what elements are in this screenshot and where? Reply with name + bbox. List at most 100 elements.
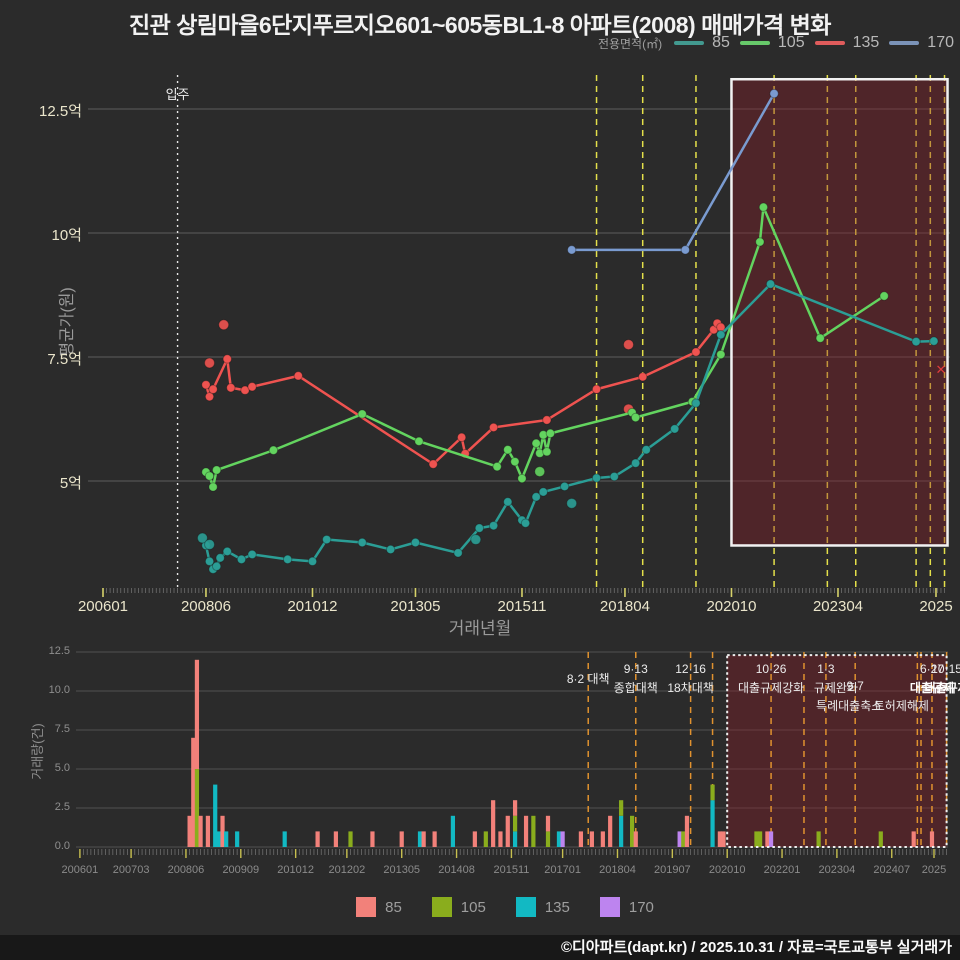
volume-xtick-201012: 201012 (277, 864, 315, 876)
volume-bar-2016-03-85[interactable] (523, 815, 529, 847)
legend-item-105[interactable]: 105 (739, 34, 805, 52)
volume-bar-2017-01-170[interactable] (560, 831, 565, 847)
volume-bar-2021-06-105[interactable] (754, 831, 759, 847)
volume-xtick-201511: 201511 (493, 864, 530, 876)
volume-bar-2013-05-85[interactable] (399, 831, 404, 847)
volume-legend-item-170[interactable]: 170 (599, 897, 654, 917)
volume-legend-item-85[interactable]: 85 (356, 897, 402, 917)
volume-bar-2020-08-85[interactable] (717, 831, 722, 847)
volume-bar-2019-11-85[interactable] (684, 815, 690, 847)
scatter-point-135[interactable] (218, 319, 230, 331)
volume-bar-2015-04-105[interactable] (483, 831, 488, 847)
volume-bar-2018-05-135[interactable] (619, 815, 624, 847)
volume-bar-2020-06-105[interactable] (710, 784, 715, 801)
volume-xtick-201408: 201408 (438, 864, 475, 876)
volume-bar-2022-11-105[interactable] (816, 831, 821, 847)
volume-bar-2021-10-170[interactable] (768, 831, 774, 847)
volume-bar-2016-09-85[interactable] (545, 815, 551, 832)
volume-xtick-202407: 202407 (873, 864, 911, 876)
volume-bar-2018-08-105[interactable] (630, 815, 635, 847)
volume-bar-2017-09-85[interactable] (589, 831, 594, 847)
legend-caption: 전용면적(㎡) (597, 36, 663, 51)
volume-xtick-202201: 202201 (763, 864, 801, 876)
volume-bar-2008-09-85[interactable] (194, 659, 200, 769)
volume-bar-2018-02-85[interactable] (608, 815, 613, 847)
volume-bar-2008-10-85[interactable] (198, 815, 203, 847)
volume-bar-2014-02-85[interactable] (432, 831, 437, 847)
volume-bar-2009-03-135[interactable] (216, 831, 221, 847)
scatter-point-85[interactable] (204, 538, 216, 550)
volume-bar-2013-10-135[interactable] (417, 831, 423, 847)
volume-bar-2015-12-135[interactable] (512, 831, 518, 847)
scatter-point-135[interactable] (204, 357, 216, 369)
volume-bar-2009-05-135[interactable] (224, 831, 229, 847)
volume-bar-2015-12-105[interactable] (512, 815, 518, 832)
volume-bar-2017-12-85[interactable] (600, 831, 605, 847)
volume-bar-2019-09-170[interactable] (677, 831, 682, 847)
volume-bar-2021-07-105[interactable] (758, 831, 763, 847)
volume-bar-2015-10-85[interactable] (505, 815, 510, 847)
volume-bar-2024-04-105[interactable] (878, 831, 883, 847)
volume-bars[interactable] (187, 659, 935, 847)
volume-legend-item-135[interactable]: 135 (515, 897, 570, 917)
price-series-135[interactable] (201, 318, 726, 469)
volume-bar-2015-06-85[interactable] (491, 800, 496, 847)
volume-bar-2015-12-85[interactable] (512, 800, 518, 816)
price-xtick-201305: 201305 (390, 598, 441, 615)
volume-legend-item-105[interactable]: 105 (431, 897, 486, 917)
page-title: 진관 상림마을6단지푸르지오601~605동BL1-8 아파트(2008) 매매… (129, 12, 831, 38)
scatter-point-105[interactable] (534, 466, 546, 478)
policy-annotation: 대출규제 (924, 681, 960, 695)
volume-bar-2011-06-85[interactable] (315, 831, 320, 847)
policy-annotation: 규제완화 (813, 681, 859, 695)
volume-bar-2016-09-105[interactable] (545, 831, 551, 847)
legend-item-170[interactable]: 170 (889, 34, 954, 52)
volume-bar-2008-12-85[interactable] (205, 815, 210, 847)
volume-bar-2016-12-135[interactable] (556, 831, 562, 847)
price-ytick-7.5억: 7.5억 (47, 351, 82, 368)
scatter-point-85[interactable] (470, 534, 482, 546)
volume-xtick-201701: 201701 (544, 864, 581, 876)
volume-xtick-201907: 201907 (653, 864, 691, 876)
volume-ytick-12.5: 12.5 (48, 645, 70, 657)
volume-bar-2025-01-85[interactable] (911, 831, 916, 847)
volume-bar-2020-09-85[interactable] (721, 831, 726, 847)
volume-bar-2018-05-105[interactable] (619, 800, 624, 816)
scatter-point-85[interactable] (196, 532, 208, 544)
volume-bar-2021-09-85[interactable] (765, 831, 770, 847)
volume-bar-2008-08-85[interactable] (191, 737, 196, 847)
volume-bar-2008-09-105[interactable] (194, 769, 200, 847)
volume-bar-2009-04-85[interactable] (220, 815, 225, 847)
volume-bar-2020-06-135[interactable] (710, 800, 715, 847)
volume-bar-2025-06-85[interactable] (929, 831, 935, 847)
price-ytick-10억: 10억 (51, 227, 83, 244)
volume-bar-2009-02-135[interactable] (213, 784, 218, 847)
cancelled-deal-marker[interactable]: ✕ (936, 362, 947, 377)
footer-bar (0, 935, 960, 960)
volume-bar-2013-11-85[interactable] (421, 831, 426, 847)
volume-bar-2008-07-85[interactable] (187, 815, 192, 847)
legend-item-135[interactable]: 135 (814, 34, 879, 52)
legend-item-85[interactable]: 85 (674, 34, 730, 52)
policy-annotation: 6·27 (919, 661, 944, 676)
volume-bar-2014-07-135[interactable] (450, 815, 456, 847)
volume-legend-swatch-135 (515, 897, 536, 917)
scatter-point-85[interactable] (566, 497, 578, 509)
scatter-point-135[interactable] (623, 339, 635, 351)
price-series-170[interactable] (566, 88, 779, 255)
price-series-85[interactable] (196, 279, 939, 574)
volume-bar-2019-10-105[interactable] (681, 831, 686, 847)
volume-bar-2016-05-105[interactable] (531, 815, 536, 847)
volume-bar-2009-08-135[interactable] (235, 831, 240, 847)
volume-bar-2011-11-85[interactable] (333, 831, 338, 847)
volume-bar-2017-06-85[interactable] (578, 831, 584, 847)
volume-bar-2015-08-85[interactable] (498, 831, 503, 847)
volume-bar-2012-09-85[interactable] (370, 831, 375, 847)
volume-bar-2012-03-105[interactable] (348, 831, 353, 847)
volume-bar-2015-01-85[interactable] (472, 831, 477, 847)
volume-bar-2010-09-135[interactable] (282, 831, 287, 847)
volume-xtick-201305: 201305 (383, 864, 421, 876)
volume-bar-2018-09-85[interactable] (633, 831, 638, 847)
volume-legend-label-85: 85 (385, 898, 402, 916)
